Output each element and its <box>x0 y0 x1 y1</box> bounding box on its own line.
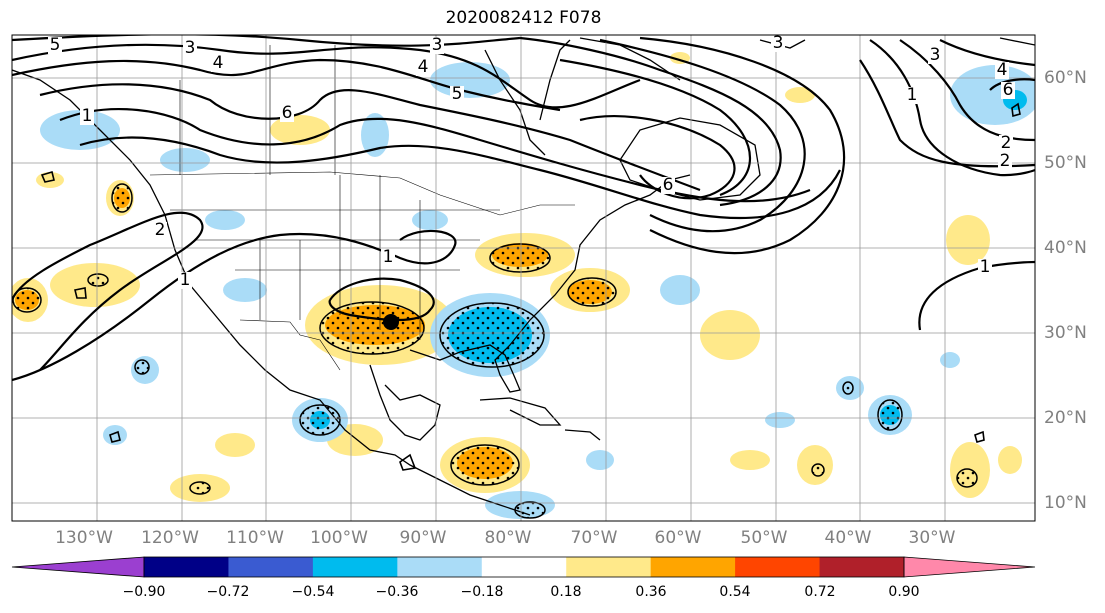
lon-label: 80°W <box>484 528 532 548</box>
colorbar-tick-label: 0.36 <box>635 584 667 600</box>
contour-label: 1 <box>82 106 93 126</box>
contour-label: 4 <box>997 60 1008 80</box>
map-frame <box>11 34 1036 522</box>
lon-label: 70°W <box>570 528 618 548</box>
colorbar-tick-label: 0.54 <box>719 584 751 600</box>
contour-label: 4 <box>418 57 429 77</box>
colorbar-segment <box>312 557 398 577</box>
colorbar-segment <box>735 557 821 577</box>
colorbar-tick-label: −0.36 <box>375 584 419 600</box>
contour-label: 6 <box>663 175 674 195</box>
colorbar-tick-label: −0.72 <box>206 584 250 600</box>
colorbar-segment <box>228 557 314 577</box>
lon-label: 40°W <box>824 528 872 548</box>
height-contours <box>12 35 1035 382</box>
colorbar-tick-label: 0.90 <box>888 584 920 600</box>
colorbar-segment <box>481 557 567 577</box>
colorbar-over-arrow <box>903 556 1036 578</box>
contour-label: 1 <box>907 85 918 105</box>
storm-center-marker <box>383 314 399 330</box>
contour-label: 3 <box>185 38 196 58</box>
colorbar-segment <box>397 557 483 577</box>
lon-label: 30°W <box>908 528 956 548</box>
contour-label: 4 <box>213 53 224 73</box>
contour-label: 3 <box>773 33 784 53</box>
colorbar-segments <box>144 557 905 577</box>
lon-label: 100°W <box>310 528 368 548</box>
lat-label: 40°N <box>1044 238 1087 258</box>
colorbar <box>11 556 1036 578</box>
lat-label: 60°N <box>1044 68 1087 88</box>
colorbar-tick-label: 0.18 <box>550 584 582 600</box>
colorbar-segment <box>144 557 229 577</box>
lon-label: 130°W <box>55 528 113 548</box>
colorbar-segment <box>650 557 736 577</box>
anomaly-contours <box>40 102 1021 471</box>
contour-label: 3 <box>432 35 443 55</box>
coastlines <box>12 37 1035 516</box>
plot-title: 2020082412 F078 <box>445 8 602 28</box>
lat-label: 30°N <box>1044 323 1087 343</box>
colorbar-tick-label: −0.54 <box>291 584 335 600</box>
colorbar-tick-label: 0.72 <box>804 584 836 600</box>
contour-label: 1 <box>980 257 991 277</box>
contour-label: 5 <box>452 84 463 104</box>
colorbar-tick-label: −0.90 <box>122 584 166 600</box>
contour-label: 2 <box>1001 133 1012 153</box>
colorbar-tick-label: −0.18 <box>460 584 504 600</box>
contour-label-layer: 5 3 4 3 4 5 3 6 1 2 1 1 6 1 2 4 6 3 1 2 <box>48 33 1015 290</box>
contour-label: 5 <box>50 35 61 55</box>
contour-label: 6 <box>1003 80 1014 100</box>
lat-label: 10°N <box>1044 493 1087 513</box>
contour-label: 6 <box>282 103 293 123</box>
contour-label: 2 <box>155 220 166 240</box>
colorbar-segment <box>566 557 652 577</box>
contour-label: 3 <box>930 45 941 65</box>
lon-label: 110°W <box>226 528 284 548</box>
colorbar-segment <box>819 557 905 577</box>
lon-label: 90°W <box>399 528 447 548</box>
lat-label: 20°N <box>1044 408 1087 428</box>
lon-label: 50°W <box>740 528 788 548</box>
lat-label: 50°N <box>1044 153 1087 173</box>
lon-label: 120°W <box>141 528 199 548</box>
contour-label: 1 <box>180 270 191 290</box>
contour-label: 1 <box>383 247 394 267</box>
contour-label: 2 <box>1000 151 1011 171</box>
colorbar-under-arrow <box>11 556 145 578</box>
lon-label: 60°W <box>654 528 702 548</box>
